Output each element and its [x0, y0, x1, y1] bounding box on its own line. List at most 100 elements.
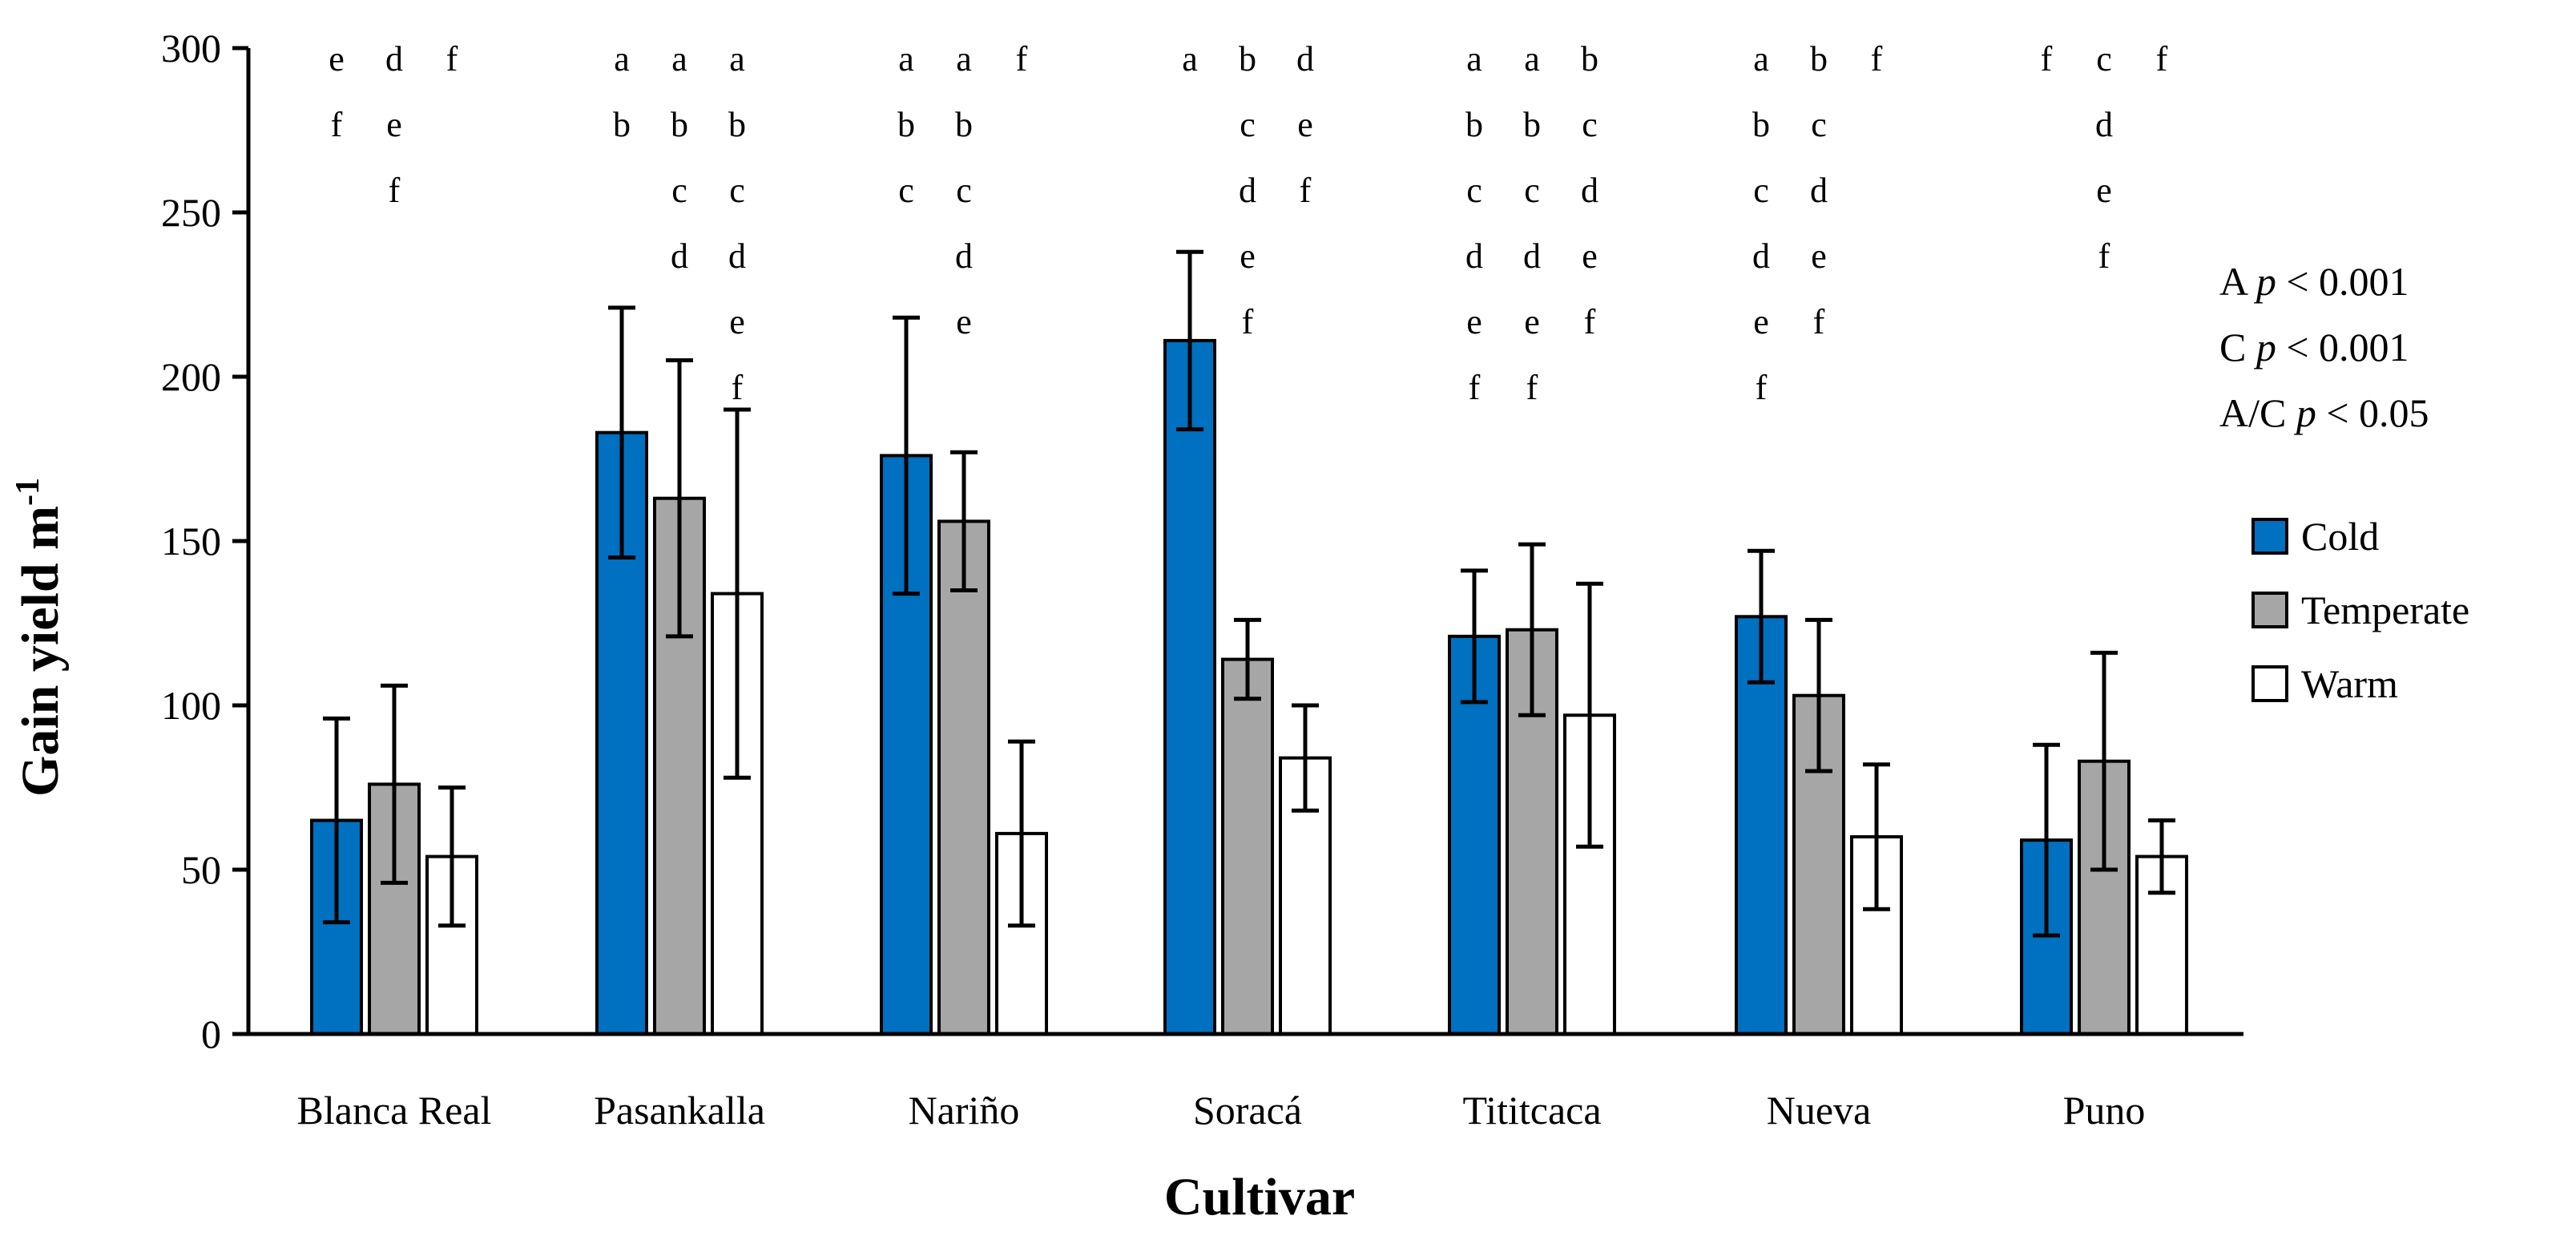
significance-letter: f [389, 171, 401, 210]
significance-letter: c [1582, 105, 1598, 144]
significance-letter: f [1526, 368, 1538, 407]
stat-value: < 0.001 [2276, 325, 2409, 370]
y-tick-label: 200 [161, 354, 221, 399]
bar-temperate [937, 519, 990, 1036]
significance-letter: b [613, 105, 631, 144]
bar-cold [1163, 338, 1216, 1036]
significance-letter: b [1752, 105, 1770, 144]
significance-letter: f [446, 39, 458, 79]
significance-letter: a [1466, 39, 1482, 79]
significance-letter: b [955, 105, 973, 144]
significance-letter: c [2096, 39, 2112, 79]
error-bars [323, 249, 2175, 938]
significance-letter: d [1523, 236, 1541, 276]
significance-letter: c [1466, 171, 1482, 210]
bar-cold [1735, 615, 1788, 1036]
significance-letter: b [728, 105, 746, 144]
significance-letter: d [1465, 236, 1483, 276]
y-tick-label: 50 [181, 847, 221, 892]
significance-letter: f [1871, 39, 1883, 79]
legend: Cold Temperate Warm [2251, 514, 2469, 706]
significance-letter: f [2041, 39, 2053, 79]
legend-label-warm: Warm [2301, 661, 2398, 706]
significance-letter: f [1300, 171, 1312, 210]
stat-value: < 0.05 [2316, 390, 2429, 435]
significance-letter: e [1524, 302, 1540, 341]
significance-letter: a [956, 39, 972, 79]
significance-letter: b [1239, 39, 1256, 79]
significance-letter: e [1466, 302, 1482, 341]
statistics-block: A p < 0.001 C p < 0.001 A/C p < 0.05 [2219, 259, 2429, 435]
significance-letter: b [1810, 39, 1828, 79]
significance-letter: a [614, 39, 630, 79]
significance-letter: f [732, 368, 744, 407]
x-tick-label: Pasankalla [594, 1088, 765, 1133]
y-axis-title: Gain yield m-1 [10, 478, 70, 797]
legend-swatch-cold [2251, 518, 2288, 555]
significance-letter: b [671, 105, 688, 144]
y-tick-label: 250 [161, 190, 221, 235]
significance-letter: e [1582, 236, 1598, 276]
x-axis-title: Cultivar [1164, 1168, 1355, 1226]
significance-letter: c [956, 171, 972, 210]
significance-letter: c [1753, 171, 1769, 210]
significance-letter: c [1240, 105, 1256, 144]
stat-line: A/C p < 0.05 [2219, 390, 2429, 435]
significance-letter: e [2096, 171, 2112, 210]
stat-factor: A/C [2219, 390, 2296, 435]
significance-letter: f [1756, 368, 1768, 407]
significance-letter: c [671, 171, 687, 210]
x-tick-label: Blanca Real [297, 1088, 492, 1133]
stat-line: A p < 0.001 [2219, 259, 2409, 304]
significance-letter: e [729, 302, 745, 341]
y-tick-label: 300 [161, 26, 221, 71]
significance-letter: d [728, 236, 746, 276]
stat-p: p [2254, 259, 2276, 304]
stat-p: p [2294, 390, 2316, 435]
legend-label-temperate: Temperate [2301, 588, 2469, 632]
significance-letter: f [1469, 368, 1481, 407]
significance-letter: f [1016, 39, 1028, 79]
significance-letter: e [1297, 105, 1313, 144]
significance-letter: a [1524, 39, 1540, 79]
y-axis-title-superscript: -1 [10, 478, 46, 506]
y-axis-title-text: Gain yield m [11, 506, 70, 797]
legend-swatch-temperate [2251, 592, 2288, 628]
significance-letter: d [1752, 236, 1770, 276]
x-tick-label: Nueva [1767, 1088, 1872, 1133]
significance-letter: c [729, 171, 745, 210]
significance-letter: f [2156, 39, 2168, 79]
axes: 0 50 100 150 200 250 300 Blanca Real Pasankalla N… [161, 26, 2243, 1133]
x-tick-label: Nariño [909, 1088, 1020, 1133]
significance-letter: a [1753, 39, 1769, 79]
significance-letter: d [2095, 105, 2113, 144]
significance-letter: e [329, 39, 345, 79]
significance-letter: e [1240, 236, 1256, 276]
significance-letter: d [671, 236, 688, 276]
significance-letter: d [1810, 171, 1828, 210]
significance-letter: e [956, 302, 972, 341]
significance-letter: f [1584, 302, 1596, 341]
significance-letter: f [331, 105, 343, 144]
legend-label-cold: Cold [2301, 514, 2379, 559]
significance-letter: b [1465, 105, 1483, 144]
significance-letter: d [1296, 39, 1314, 79]
stat-factor: C [2219, 325, 2256, 370]
significance-letter: a [1182, 39, 1198, 79]
significance-letter: f [1813, 302, 1825, 341]
significance-letter: b [897, 105, 915, 144]
x-tick-label: Puno [2063, 1088, 2146, 1133]
y-tick-label: 100 [161, 683, 221, 728]
significance-letter: c [898, 171, 914, 210]
significance-letter: d [1239, 171, 1256, 210]
significance-letter: a [898, 39, 914, 79]
stat-factor: A [2219, 259, 2256, 304]
significance-letter: c [1524, 171, 1540, 210]
significance-letter: e [386, 105, 402, 144]
significance-letter: a [729, 39, 745, 79]
y-tick-label: 0 [201, 1012, 221, 1056]
bar-warm [995, 831, 1048, 1036]
x-tick-label: Soracá [1193, 1088, 1302, 1133]
